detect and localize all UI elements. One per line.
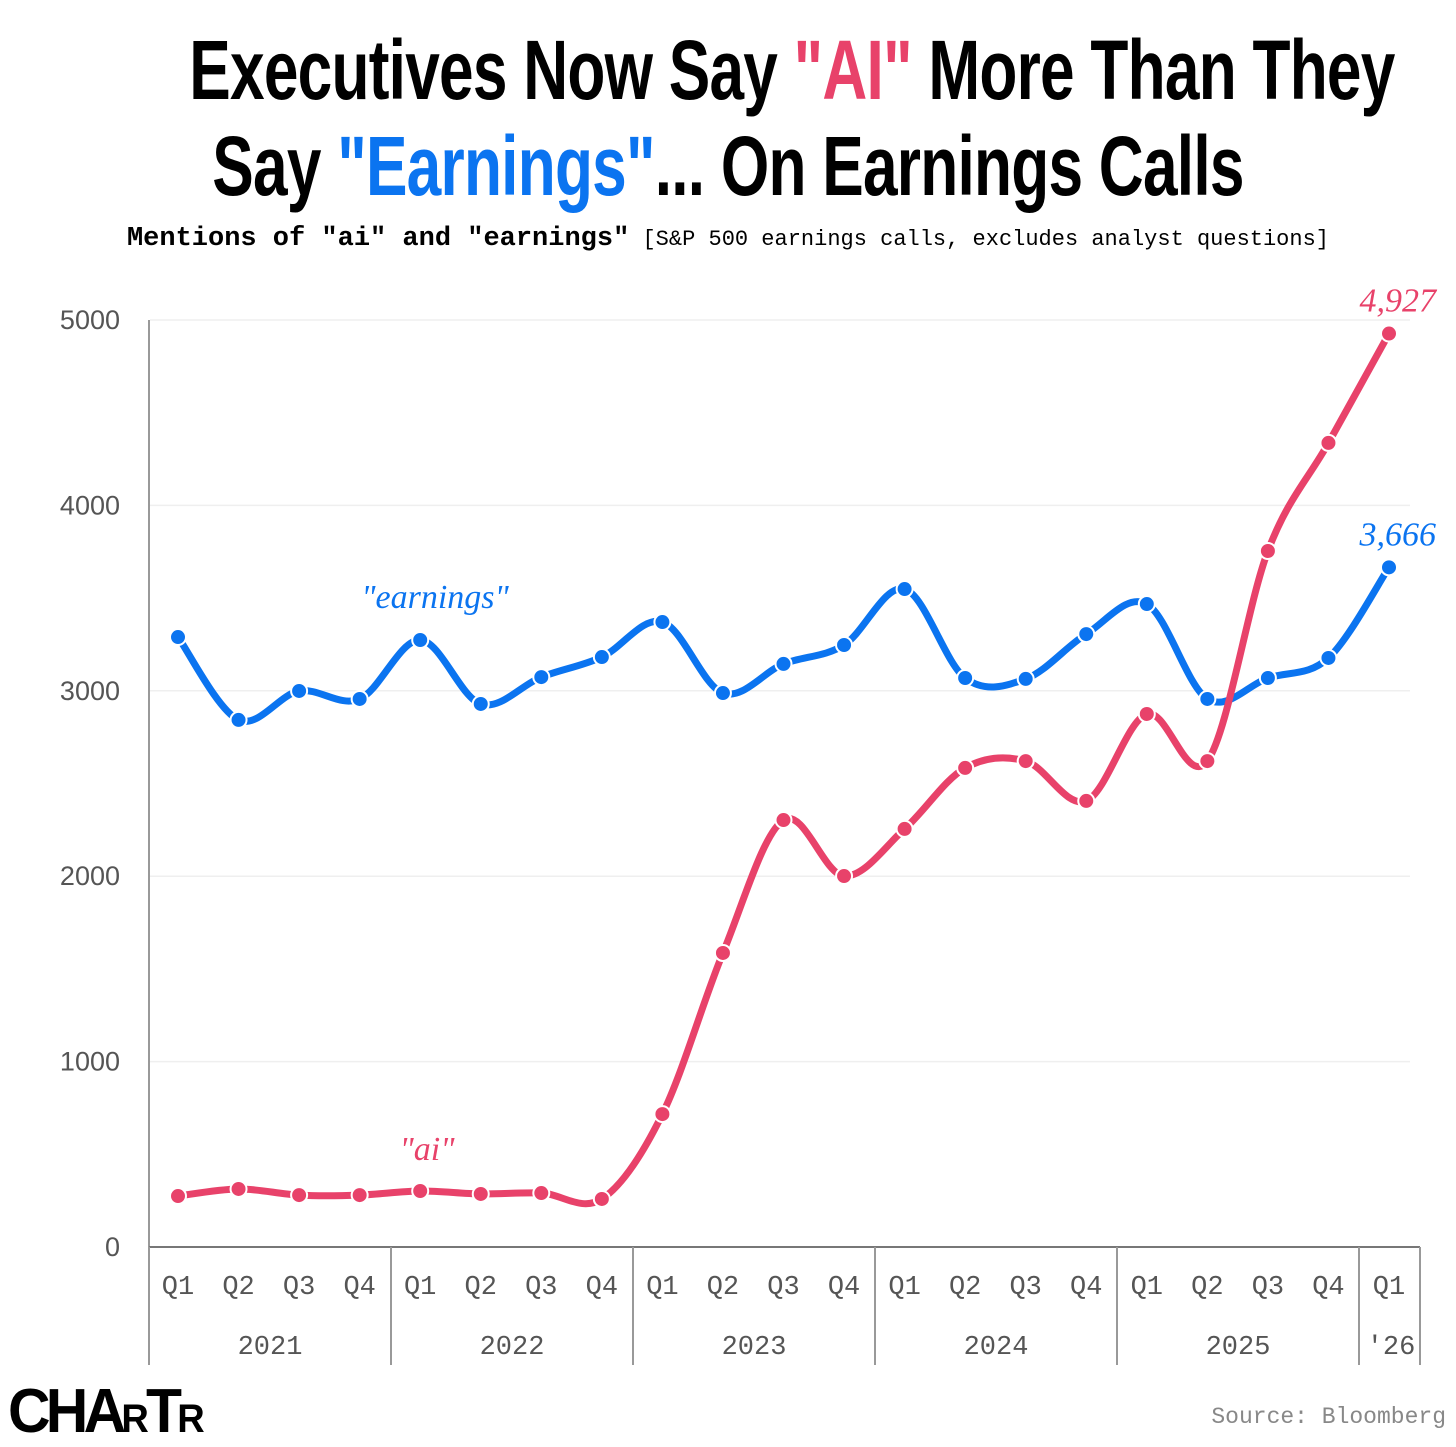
ai-data-point (1319, 433, 1338, 452)
x-tick-label: Q3 (767, 1273, 799, 1303)
ai-data-point (411, 1182, 430, 1201)
ai-data-point (1258, 542, 1277, 561)
title-text: Executives Now Say (189, 23, 794, 117)
ai-data-point (895, 819, 914, 838)
ai-data-point (1198, 752, 1217, 771)
earnings-data-point (895, 580, 914, 599)
ai-data-point (835, 867, 854, 886)
x-tick-label: Q1 (888, 1273, 920, 1303)
x-tick-label: Q3 (1009, 1273, 1041, 1303)
x-tick-label: Q2 (465, 1273, 497, 1303)
earnings-data-point (350, 689, 369, 708)
ai-data-point (774, 811, 793, 830)
x-tick-label: Q1 (162, 1273, 194, 1303)
x-tick-label: Q1 (1373, 1273, 1405, 1303)
earnings-data-point (290, 681, 309, 700)
x-tick-label: Q2 (707, 1273, 739, 1303)
earnings-data-point (1077, 625, 1096, 644)
x-tick-label: Q3 (283, 1273, 315, 1303)
earnings-data-point (713, 684, 732, 703)
earnings-data-point (532, 668, 551, 687)
year-label: 2023 (722, 1333, 787, 1363)
earnings-data-point (1016, 669, 1035, 688)
x-tick-label: Q4 (828, 1273, 860, 1303)
ai-data-point (956, 758, 975, 777)
y-tick-label: 4000 (60, 490, 120, 520)
earnings-data-point (653, 613, 672, 632)
ai-series-label: "ai" (399, 1131, 455, 1168)
year-label: 2021 (238, 1333, 303, 1363)
earnings-data-point (1258, 669, 1277, 688)
x-tick-label: Q2 (222, 1273, 254, 1303)
earnings-data-point (1198, 689, 1217, 708)
ai-data-point (1016, 752, 1035, 771)
x-tick-label: Q2 (1191, 1273, 1223, 1303)
y-tick-label: 1000 (60, 1047, 120, 1077)
ai-end-label: 4,927 (1360, 283, 1439, 320)
ai-data-point (653, 1105, 672, 1124)
ai-data-point (471, 1184, 490, 1203)
ai-data-point (532, 1184, 551, 1203)
x-tick-label: Q2 (949, 1273, 981, 1303)
ai-data-point (713, 943, 732, 962)
earnings-data-point (835, 636, 854, 655)
earnings-data-point (956, 669, 975, 688)
x-tick-label: Q3 (525, 1273, 557, 1303)
x-tick-label: Q4 (586, 1273, 618, 1303)
title-ai-highlight: "AI" (793, 23, 913, 117)
chart-title-line-2: Say "Earnings"... On Earnings Calls (189, 118, 1266, 214)
earnings-data-point (411, 631, 430, 650)
earnings-data-point (1137, 595, 1156, 614)
y-tick-label: 5000 (60, 305, 120, 335)
earnings-data-point (229, 710, 248, 729)
ai-data-point (229, 1179, 248, 1198)
y-tick-label: 2000 (60, 861, 120, 891)
y-tick-label: 3000 (60, 676, 120, 706)
year-label: 2022 (480, 1333, 545, 1363)
x-tick-label: Q4 (1070, 1273, 1102, 1303)
x-tick-label: Q1 (404, 1273, 436, 1303)
ai-data-point (169, 1187, 187, 1206)
chart-subtitle: Mentions of "ai" and "earnings" [S&P 500… (0, 224, 1456, 254)
x-tick-label: Q3 (1252, 1273, 1284, 1303)
subtitle-note: [S&P 500 earnings calls, excludes analys… (629, 227, 1329, 252)
year-label: 2025 (1206, 1333, 1271, 1363)
ai-data-point (1380, 324, 1398, 343)
title-text: ... On Earnings Calls (654, 119, 1245, 213)
source-note: Source: Bloomberg (1211, 1404, 1446, 1430)
x-tick-label: Q4 (1312, 1273, 1344, 1303)
earnings-data-point (1380, 558, 1398, 577)
chartr-logo: CHARTR (8, 1377, 205, 1446)
earnings-data-point (1319, 648, 1338, 667)
x-tick-label: Q1 (646, 1273, 678, 1303)
title-text: More Than They (911, 23, 1395, 117)
y-tick-label: 0 (105, 1232, 120, 1262)
ai-data-point (592, 1189, 611, 1208)
subtitle-bold: Mentions of "ai" and "earnings" (126, 224, 630, 254)
ai-data-point (1077, 791, 1096, 810)
earnings-series-label: "earnings" (361, 579, 509, 616)
ai-data-point (350, 1186, 369, 1205)
earnings-data-point (169, 628, 187, 647)
earnings-data-point (592, 648, 611, 667)
ai-data-point (290, 1186, 309, 1205)
title-text: Say (212, 119, 338, 213)
chart-title-line-1: Executives Now Say "AI" More Than They (189, 22, 1395, 118)
ai-data-point (1137, 704, 1156, 723)
x-tick-label: Q1 (1131, 1273, 1163, 1303)
year-label: 2024 (964, 1333, 1029, 1363)
x-tick-label: Q4 (343, 1273, 375, 1303)
earnings-data-point (774, 654, 793, 673)
earnings-data-point (471, 694, 490, 713)
year-label: '26 (1367, 1333, 1416, 1363)
earnings-end-label: 3,666 (1359, 516, 1437, 553)
title-earnings-highlight: "Earnings" (337, 119, 655, 213)
